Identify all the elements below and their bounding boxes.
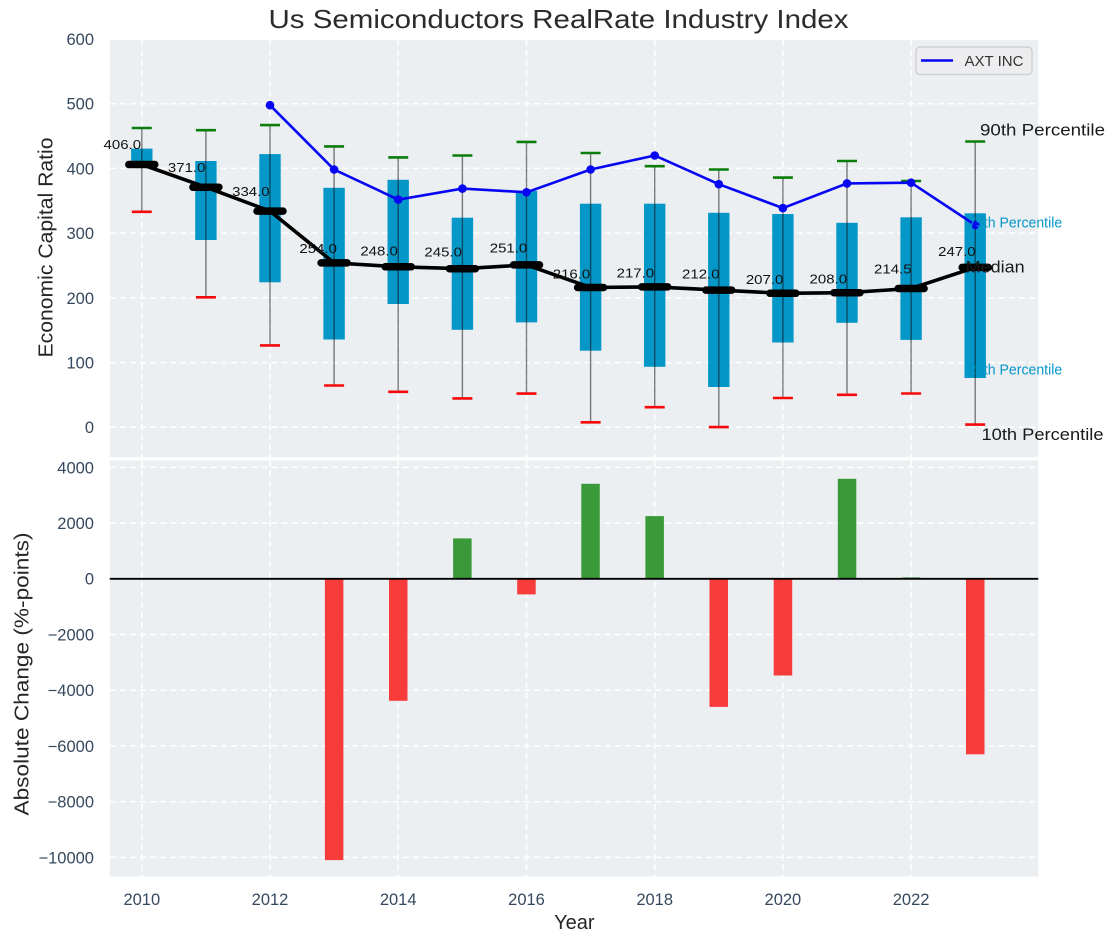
svg-text:400: 400 <box>66 160 94 178</box>
svg-text:2018: 2018 <box>636 891 673 909</box>
svg-text:0: 0 <box>85 571 94 589</box>
svg-text:2014: 2014 <box>380 891 417 909</box>
svg-text:406.0: 406.0 <box>104 137 142 152</box>
svg-text:216.0: 216.0 <box>553 266 591 281</box>
svg-text:2016: 2016 <box>508 891 545 909</box>
svg-text:2022: 2022 <box>893 891 930 909</box>
svg-text:248.0: 248.0 <box>360 243 398 258</box>
svg-text:Us Semiconductors RealRate Ind: Us Semiconductors RealRate Industry Inde… <box>269 4 849 34</box>
svg-text:2000: 2000 <box>57 515 94 533</box>
svg-text:−10000: −10000 <box>38 849 94 867</box>
svg-text:100: 100 <box>66 355 94 373</box>
svg-text:371.0: 371.0 <box>168 160 206 175</box>
svg-text:214.5: 214.5 <box>874 262 912 277</box>
svg-text:75th Percentile: 75th Percentile <box>968 215 1062 231</box>
svg-text:−4000: −4000 <box>48 682 94 700</box>
svg-text:600: 600 <box>66 31 94 49</box>
svg-text:208.0: 208.0 <box>810 271 848 286</box>
svg-text:−6000: −6000 <box>48 738 94 756</box>
svg-text:2020: 2020 <box>765 891 802 909</box>
svg-text:251.0: 251.0 <box>490 241 528 256</box>
svg-text:254.0: 254.0 <box>299 241 337 256</box>
svg-text:4000: 4000 <box>57 459 94 477</box>
svg-text:247.0: 247.0 <box>938 244 976 259</box>
svg-text:25th Percentile: 25th Percentile <box>968 363 1062 379</box>
svg-text:Median: Median <box>966 258 1025 277</box>
svg-text:Economic Capital Ratio: Economic Capital Ratio <box>36 138 58 358</box>
svg-text:300: 300 <box>66 225 94 243</box>
svg-text:0: 0 <box>85 419 94 437</box>
svg-text:90th Percentile: 90th Percentile <box>980 121 1105 140</box>
svg-text:217.0: 217.0 <box>617 266 655 281</box>
svg-text:207.0: 207.0 <box>746 272 784 287</box>
svg-text:Year: Year <box>554 912 595 934</box>
svg-text:AXT INC: AXT INC <box>965 53 1024 70</box>
svg-text:Absolute Change (%-points): Absolute Change (%-points) <box>11 533 33 816</box>
svg-text:500: 500 <box>66 96 94 114</box>
svg-text:10th Percentile: 10th Percentile <box>982 425 1104 444</box>
svg-text:212.0: 212.0 <box>682 267 720 282</box>
svg-text:2010: 2010 <box>123 891 160 909</box>
svg-text:−2000: −2000 <box>48 626 94 644</box>
svg-text:200: 200 <box>66 290 94 308</box>
svg-text:334.0: 334.0 <box>232 184 270 199</box>
svg-text:2012: 2012 <box>252 891 289 909</box>
svg-text:−8000: −8000 <box>48 794 94 812</box>
svg-text:245.0: 245.0 <box>424 244 462 259</box>
